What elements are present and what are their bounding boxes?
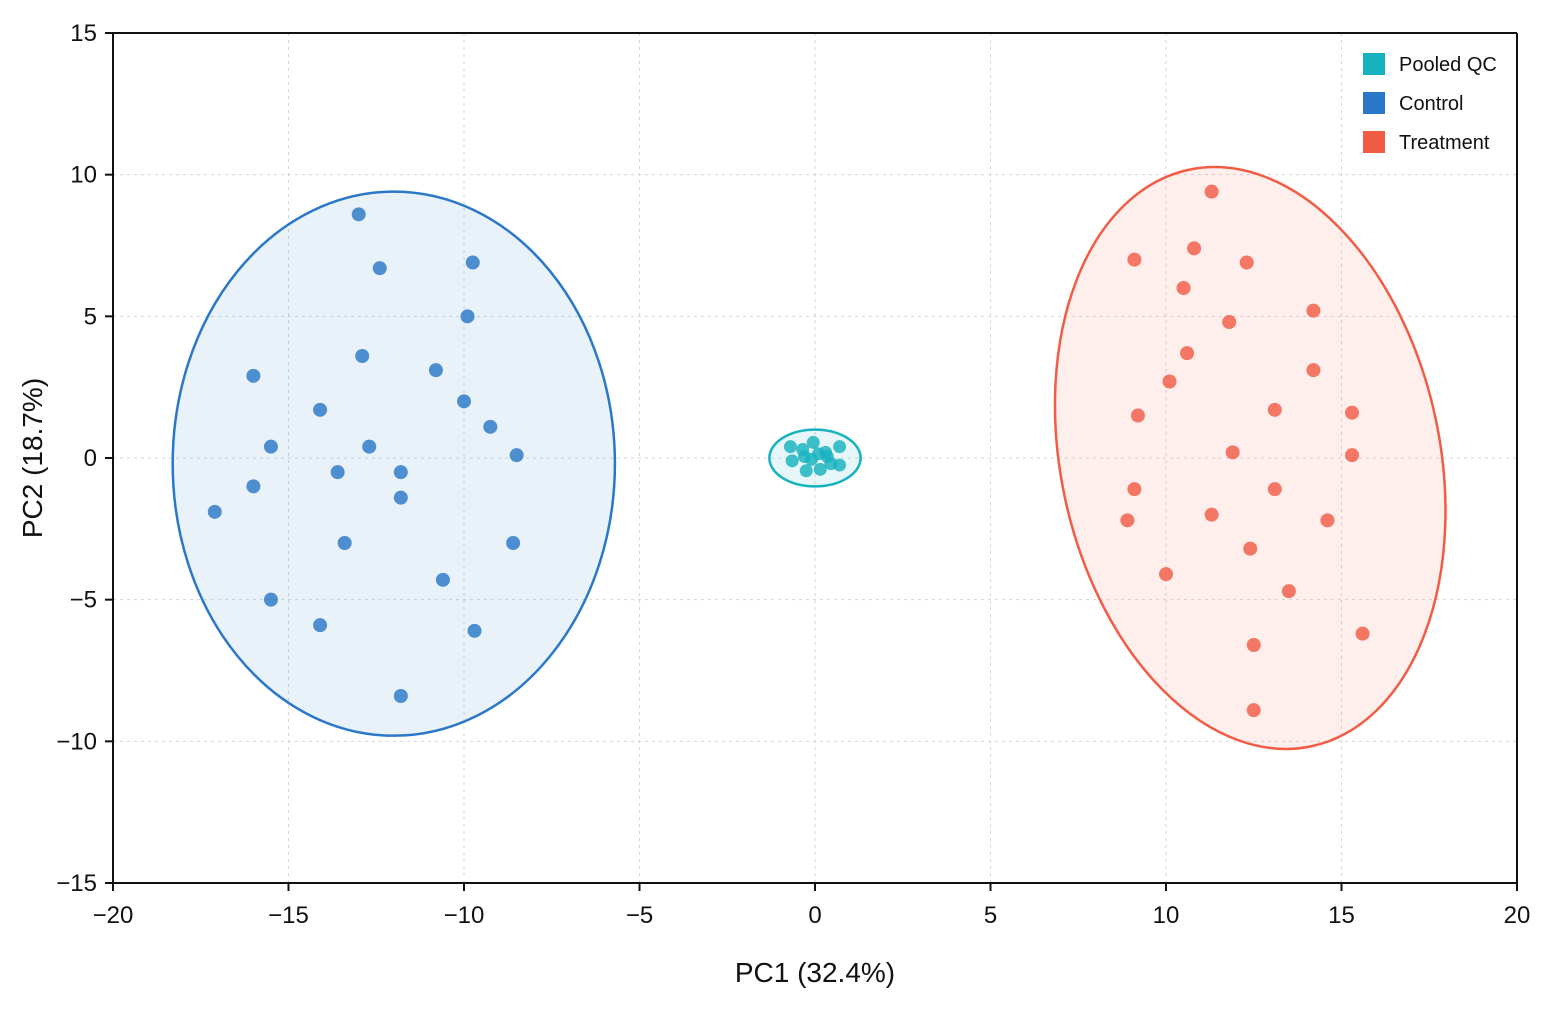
x-tick-label: −20 — [93, 902, 134, 929]
legend-swatch — [1363, 53, 1385, 75]
data-points — [207, 184, 1370, 718]
point-control — [246, 368, 261, 383]
x-tick-label: −5 — [626, 902, 653, 929]
y-tick-label: −10 — [56, 728, 97, 755]
point-control — [457, 394, 471, 409]
point-control — [313, 402, 328, 417]
point-treatment — [1204, 184, 1219, 199]
point-control — [263, 592, 278, 607]
x-tick-label: 10 — [1153, 902, 1180, 929]
ellipse-treatment — [1053, 165, 1447, 751]
point-control — [330, 465, 345, 480]
point-treatment — [1225, 445, 1240, 460]
y-tick-label: 5 — [84, 303, 97, 330]
point-treatment — [1345, 448, 1360, 463]
legend-label: Treatment — [1399, 132, 1490, 154]
x-axis-label: PC1 (32.4%) — [735, 957, 895, 988]
point-treatment — [1120, 513, 1135, 528]
point-treatment — [1239, 255, 1254, 270]
point-control — [362, 439, 377, 454]
point-treatment — [1162, 374, 1177, 389]
point-treatment — [1222, 315, 1237, 329]
point-control — [313, 618, 328, 633]
point-control — [465, 255, 480, 270]
y-tick-label: 0 — [84, 445, 97, 472]
point-treatment — [1306, 303, 1321, 318]
point-treatment — [1267, 402, 1282, 417]
point-treatment — [1204, 507, 1219, 522]
x-tick-label: 20 — [1504, 902, 1531, 929]
x-tick-label: 5 — [984, 902, 997, 929]
y-tick-label: 15 — [70, 20, 97, 47]
point-treatment — [1130, 408, 1145, 423]
x-tick-label: −10 — [444, 902, 485, 929]
point-treatment — [1127, 252, 1142, 267]
point-pooled-qc — [785, 454, 799, 468]
legend-label: Control — [1399, 93, 1463, 115]
confidence-ellipses — [171, 165, 1447, 751]
point-treatment — [1320, 513, 1335, 528]
point-treatment — [1306, 363, 1321, 378]
y-tick-label: −5 — [70, 587, 97, 614]
point-control — [351, 207, 366, 222]
x-axis-ticks: −20 −15 −10 −5 0 5 10 15 20 — [93, 883, 1531, 929]
point-treatment — [1355, 626, 1370, 641]
y-axis-label: PC2 (18.7%) — [17, 378, 48, 538]
point-control — [263, 439, 278, 454]
point-pooled-qc — [804, 452, 818, 466]
legend-swatch — [1363, 131, 1385, 153]
point-treatment — [1187, 241, 1202, 256]
point-pooled-qc — [799, 464, 813, 478]
point-control — [393, 689, 408, 703]
point-control — [483, 419, 498, 434]
point-control — [207, 504, 222, 519]
x-tick-label: 15 — [1328, 902, 1355, 929]
point-control — [435, 572, 450, 587]
legend: Pooled QC Control Treatment — [1363, 53, 1497, 154]
legend-label: Pooled QC — [1399, 54, 1497, 76]
legend-swatch — [1363, 92, 1385, 114]
point-pooled-qc — [806, 435, 820, 449]
point-treatment — [1267, 482, 1282, 497]
point-pooled-qc — [783, 440, 797, 454]
point-control — [372, 261, 387, 276]
point-control — [355, 349, 370, 363]
point-control — [393, 490, 408, 505]
point-treatment — [1246, 703, 1261, 718]
y-axis-ticks: −15 −10 −5 0 5 10 15 — [56, 20, 113, 897]
point-treatment — [1176, 281, 1191, 295]
point-control — [246, 479, 261, 494]
point-pooled-qc — [833, 458, 847, 472]
y-tick-label: −15 — [56, 870, 97, 897]
point-treatment — [1345, 405, 1360, 420]
point-control — [506, 536, 521, 550]
x-tick-label: 0 — [808, 902, 821, 929]
point-treatment — [1159, 567, 1173, 582]
point-control — [460, 309, 475, 324]
ellipse-control — [171, 190, 617, 737]
point-treatment — [1180, 346, 1195, 361]
point-pooled-qc — [833, 440, 847, 454]
point-treatment — [1281, 584, 1296, 599]
point-control — [467, 623, 482, 638]
point-pooled-qc — [820, 450, 834, 464]
point-pooled-qc — [813, 462, 827, 476]
point-control — [428, 363, 443, 378]
point-control — [393, 465, 408, 480]
x-tick-label: −15 — [268, 902, 309, 929]
point-treatment — [1243, 541, 1258, 556]
point-control — [337, 536, 352, 550]
point-treatment — [1127, 482, 1142, 497]
point-treatment — [1246, 638, 1261, 652]
y-tick-label: 10 — [70, 162, 97, 189]
point-control — [509, 448, 524, 463]
